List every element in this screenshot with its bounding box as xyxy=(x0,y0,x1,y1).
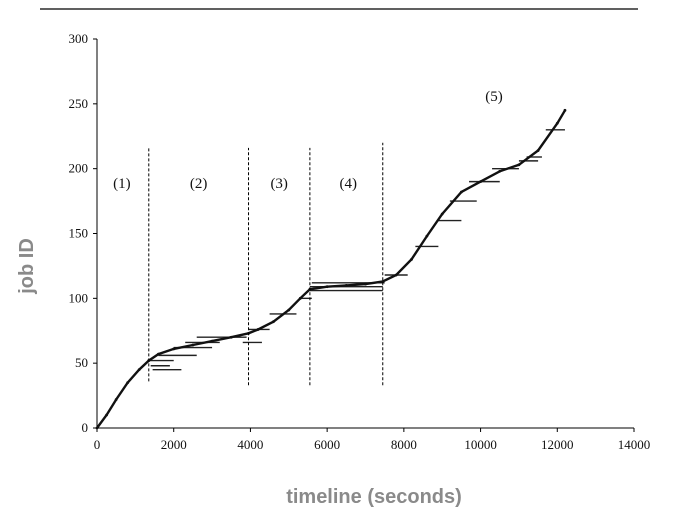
x-tick-label: 8000 xyxy=(391,437,417,452)
data-point xyxy=(126,381,130,385)
x-tick-label: 6000 xyxy=(314,437,340,452)
data-point xyxy=(287,308,291,312)
data-point xyxy=(325,285,329,289)
data-point xyxy=(191,343,195,347)
y-axis-title: job ID xyxy=(16,238,38,295)
y-tick-label: 300 xyxy=(69,31,89,46)
y-tick-label: 200 xyxy=(69,161,89,176)
data-point xyxy=(479,180,482,184)
data-point xyxy=(517,163,521,167)
x-tick-label: 0 xyxy=(94,437,101,452)
data-point xyxy=(256,328,260,331)
y-tick-label: 150 xyxy=(69,226,89,241)
data-point xyxy=(440,212,444,216)
data-point xyxy=(459,190,463,194)
x-axis-title: timeline (seconds) xyxy=(286,486,462,508)
data-point xyxy=(555,121,559,125)
phase-label: (1) xyxy=(113,176,131,192)
phase-label: (2) xyxy=(190,176,208,192)
y-tick-label: 250 xyxy=(69,96,89,111)
phase-label: (3) xyxy=(270,176,288,192)
data-point xyxy=(114,398,118,401)
data-point xyxy=(210,339,214,343)
x-tick-label: 2000 xyxy=(161,437,187,452)
data-point xyxy=(137,368,141,372)
x-tick-label: 4000 xyxy=(237,437,263,452)
data-point xyxy=(425,234,429,238)
data-point xyxy=(344,283,348,287)
x-tick-label: 14000 xyxy=(618,437,651,452)
data-point xyxy=(364,282,367,286)
data-point xyxy=(536,149,540,152)
axes: 0 2000 4000 6000 8000 10000 12000 14000 0 50 100 15… xyxy=(69,31,651,452)
series-line xyxy=(96,109,567,429)
data-point xyxy=(156,352,160,356)
data-marks xyxy=(95,108,567,430)
data-point xyxy=(172,347,176,351)
data-point xyxy=(381,280,385,283)
data-point xyxy=(229,335,233,339)
data-point xyxy=(394,273,398,277)
phase-label: (5) xyxy=(485,89,503,105)
data-point xyxy=(498,169,502,173)
x-tick-label: 10000 xyxy=(464,437,497,452)
phase-markers: (1) (2) (3) (4) (5) xyxy=(113,89,503,386)
data-point xyxy=(105,413,108,417)
data-point xyxy=(563,108,567,112)
data-point xyxy=(298,296,302,300)
phase-label: (4) xyxy=(339,176,357,192)
y-tick-label: 50 xyxy=(75,355,88,370)
data-point xyxy=(410,258,413,261)
x-tick-label: 12000 xyxy=(541,437,574,452)
data-point xyxy=(95,426,99,430)
y-tick-label: 100 xyxy=(69,290,89,305)
data-point xyxy=(272,320,275,324)
y-tick-label: 0 xyxy=(82,420,89,435)
